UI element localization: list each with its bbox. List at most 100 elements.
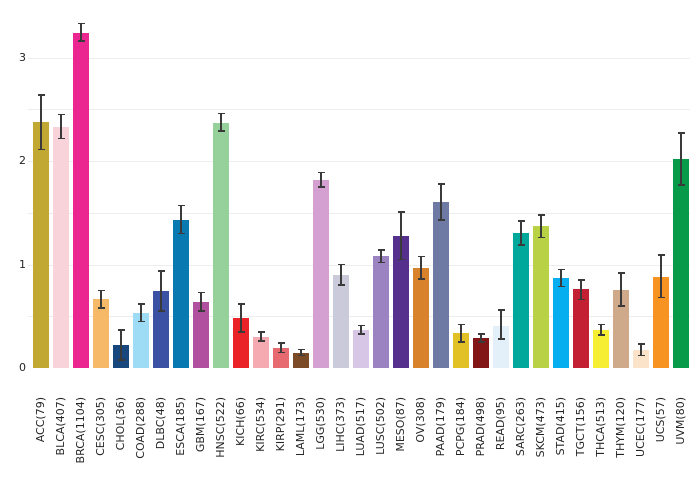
bar [93,298,109,368]
error-bar-line [140,303,142,322]
error-bar-line [120,329,122,360]
bar [233,318,249,368]
error-bar-line [240,303,242,332]
x-axis-label-text: STAD(415) [554,397,568,456]
error-bar-cap-bottom [417,278,425,280]
y-tick-label: 3 [19,50,26,64]
x-axis-label: KIRC(534) [251,397,271,452]
error-bar-cap-top [497,309,505,311]
error-bar-cap-top [617,272,625,274]
error-bar-line [420,256,422,279]
x-axis-label-text: ESCA(185) [174,397,188,456]
error-bar-cap-top [257,331,265,333]
error-bar-cap-top [297,348,305,351]
error-bar-line [40,94,42,150]
error-bar-line [380,250,382,263]
error-bar-cap-bottom [77,40,85,42]
x-axis-label: CHOL(36) [111,397,131,450]
x-axis-label-text: TGCT(156) [574,397,588,457]
error-bar-cap-bottom [57,137,65,139]
y-tick-label: 0 [19,361,26,374]
error-bar-line [600,324,602,335]
error-bar-line [160,270,162,312]
x-axis-label-text: MESO(87) [394,397,408,452]
error-bar-cap-bottom [257,340,265,342]
bar [493,325,509,368]
error-bar-cap-top [637,343,645,345]
bar [73,32,89,368]
error-bar-line [360,325,362,334]
x-axis-label: LAML(173) [291,397,311,456]
gridline [28,316,690,318]
error-bar-cap-top [557,268,565,271]
x-axis-label-text: THYM(120) [614,397,628,458]
error-bar-cap-bottom [317,186,325,188]
error-bar-line [520,221,522,245]
x-axis-label-text: OV(308) [414,397,428,443]
error-bar-cap-bottom [617,305,625,307]
error-bar-cap-bottom [117,359,125,361]
gridline [28,264,690,266]
x-axis-label-text: CESC(305) [94,397,108,456]
error-bar-cap-top [437,183,445,185]
error-bar-line [540,214,542,238]
bar [413,267,429,368]
error-bar-cap-top [397,211,405,213]
gridline [28,57,690,59]
bar [253,336,269,368]
error-bar-cap-bottom [237,331,245,333]
error-bar-cap-top [97,289,105,292]
x-axis-label: PAAD(179) [431,397,451,456]
x-axis-label-text: UCEC(177) [634,397,648,457]
error-bar-cap-top [117,329,125,331]
bar [613,290,629,368]
bar [153,291,169,368]
x-axis-label: UCS(57) [651,397,671,442]
error-bar-cap-top [457,323,465,326]
error-bar-line [480,333,482,343]
error-bar-line [440,183,442,220]
x-axis-label: PCPG(184) [451,397,471,456]
x-axis-label: UCEC(177) [631,397,651,457]
error-bar-cap-bottom [297,354,305,357]
error-bar-cap-top [657,254,665,256]
error-bar-line [100,290,102,308]
x-axis-label: THYM(120) [611,397,631,458]
error-bar-cap-bottom [337,284,345,286]
bar [293,352,309,368]
x-axis-label: PRAD(498) [471,397,491,456]
error-bar-line [660,255,662,298]
x-axis-label-text: LGG(530) [314,397,328,450]
x-axis-label-text: THCA(513) [594,397,608,457]
x-axis-label: COAD(288) [131,397,151,459]
x-axis-label: THCA(513) [591,397,611,457]
error-bar-cap-bottom [157,310,165,312]
x-axis-label: BLCA(407) [51,397,71,455]
x-axis-label-text: BRCA(1104) [74,397,88,464]
gridline [28,212,690,214]
error-bar-cap-top [57,113,65,116]
error-bar-cap-bottom [657,296,665,299]
x-axis-label: HNSC(522) [211,397,231,458]
bar [273,348,289,368]
error-bar-cap-bottom [397,258,405,261]
bar [573,289,589,368]
x-axis-label-text: LUSC(502) [374,397,388,455]
error-bar-cap-top [37,94,45,96]
bar [553,278,569,368]
x-axis-label: SKCM(473) [531,397,551,457]
x-axis-label-text: BLCA(407) [54,397,68,456]
error-bar-cap-bottom [457,341,465,343]
bar [433,202,449,368]
error-bar-line [320,172,322,187]
x-axis-label: LUSC(502) [371,397,391,455]
x-axis-label-text: LUAD(517) [354,397,368,457]
error-bar-line [400,211,402,260]
error-bar-cap-top [377,249,385,251]
gridline [28,109,690,111]
error-bar-cap-bottom [217,130,225,132]
